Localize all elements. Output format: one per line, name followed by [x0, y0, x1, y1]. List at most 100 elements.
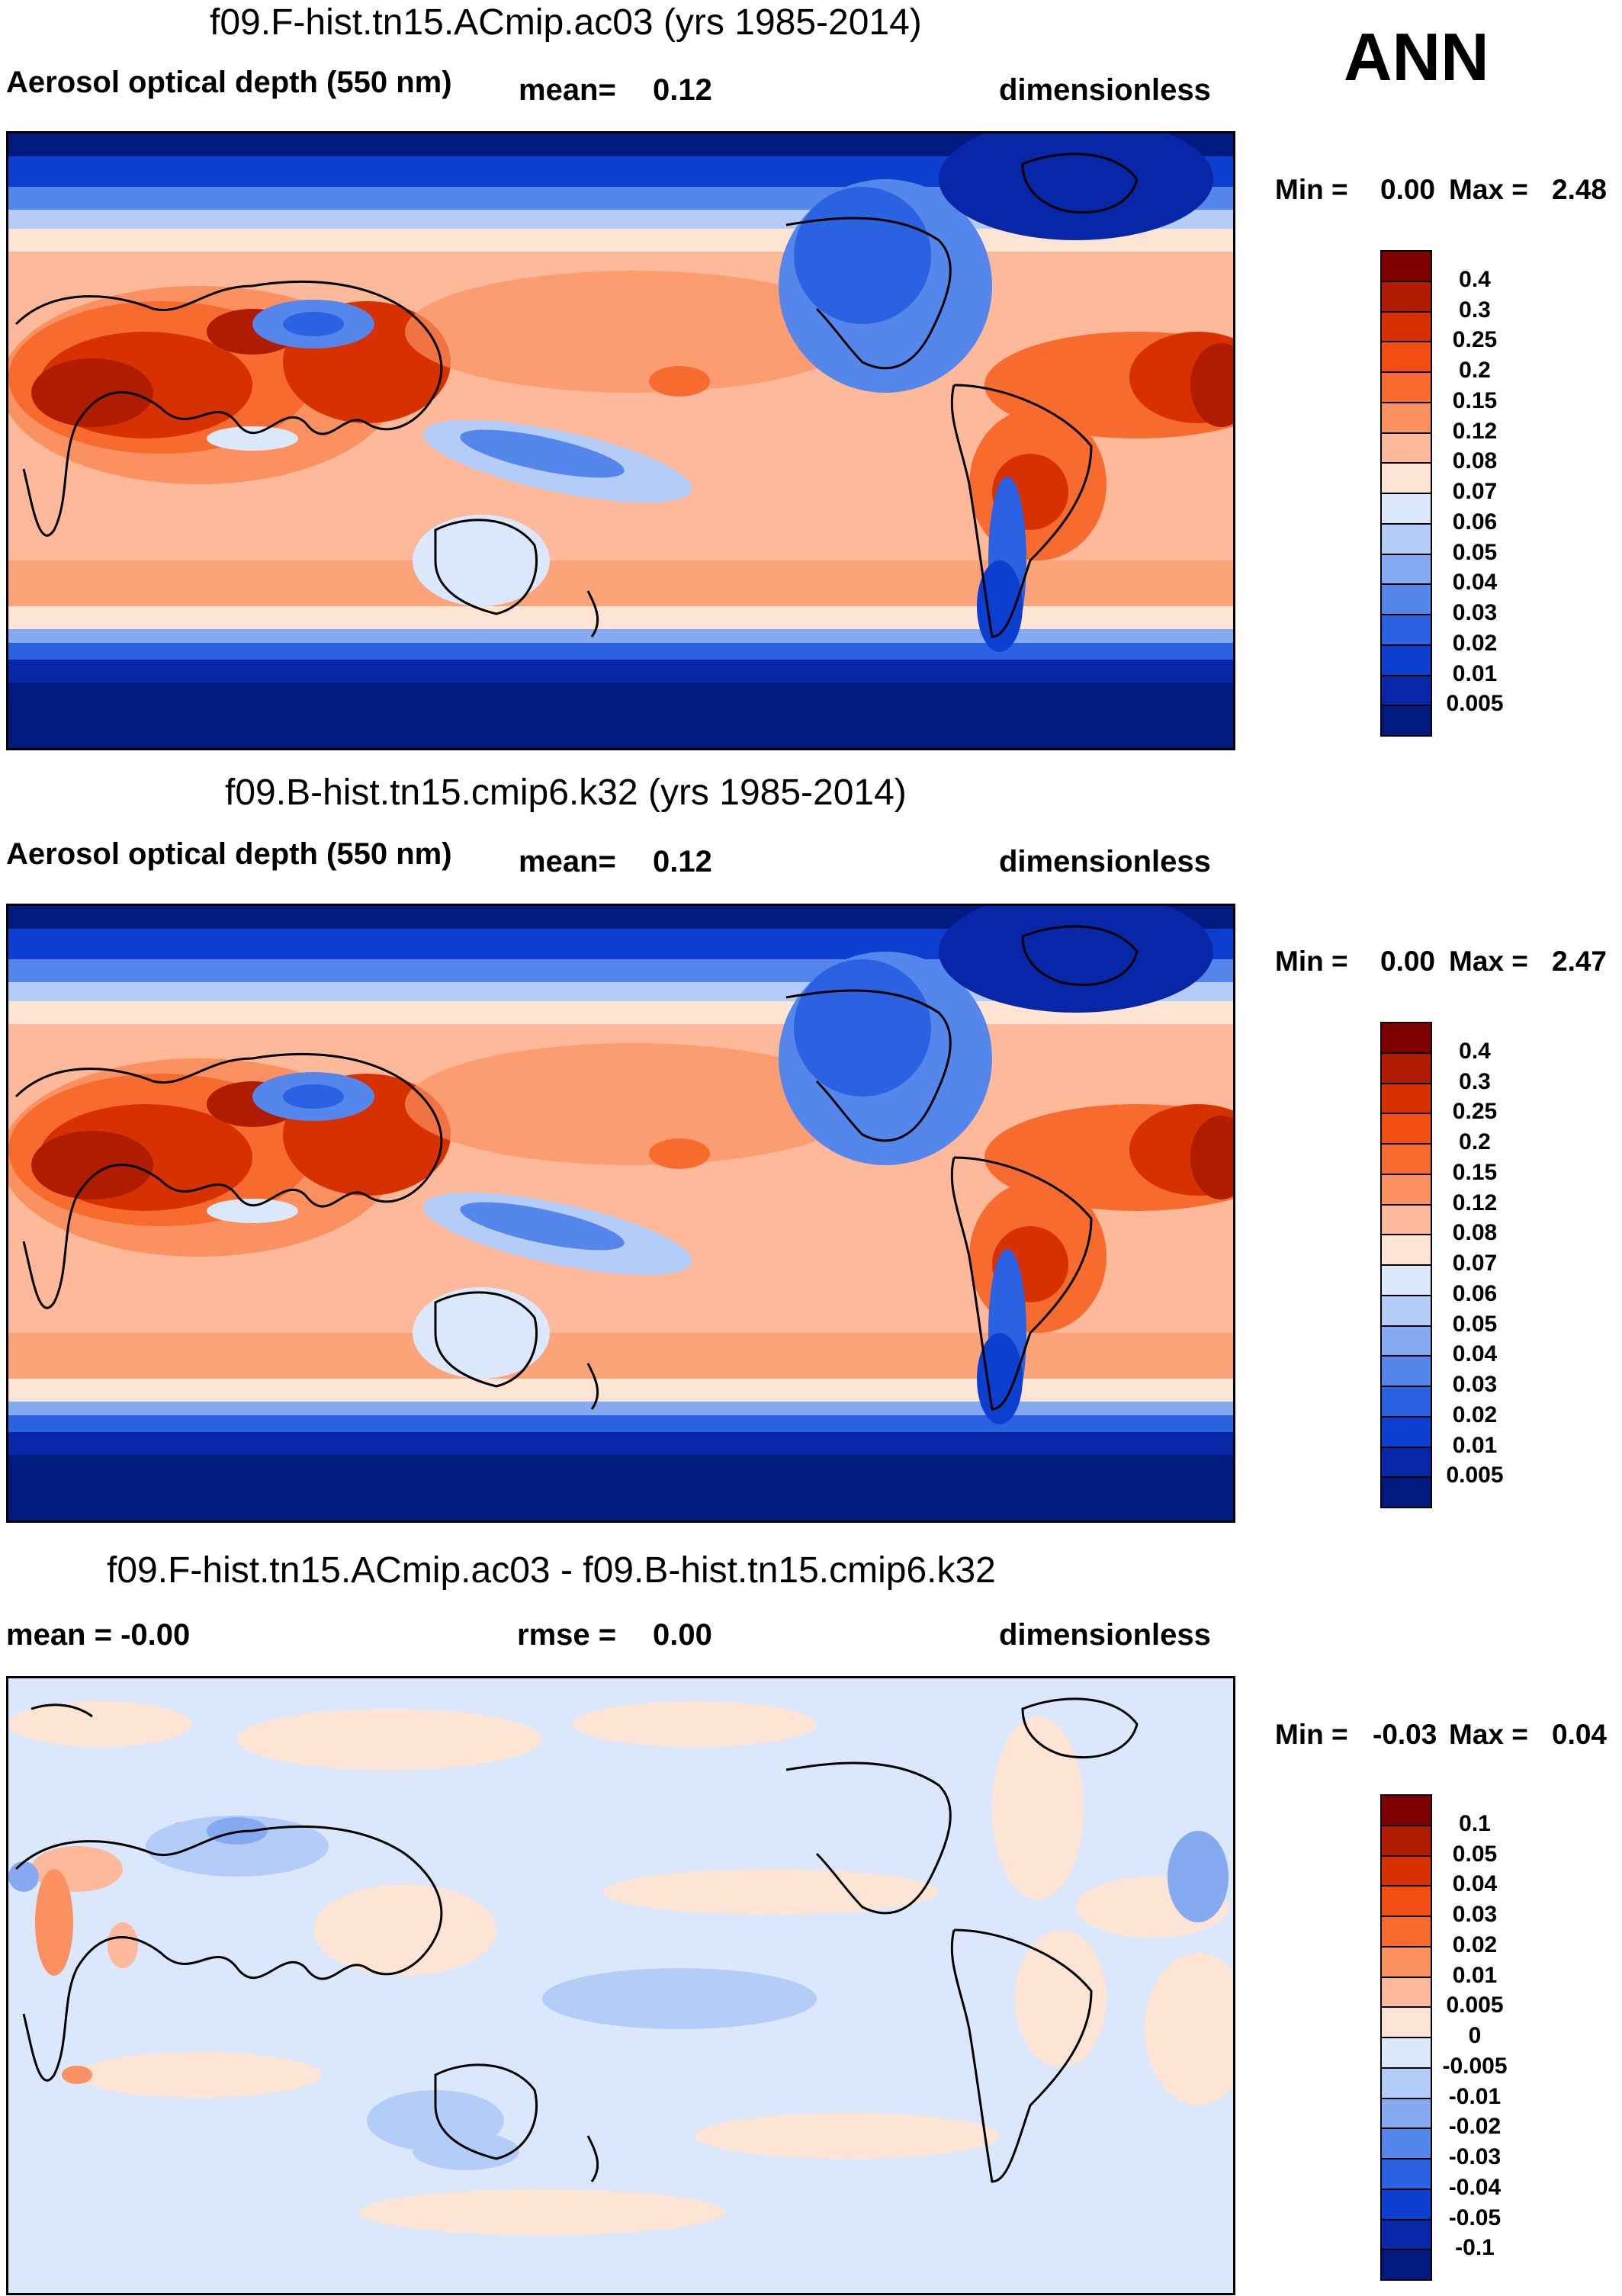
colorbar-tick-label: 0.005 — [1446, 1993, 1504, 2018]
colorbar-swatch — [1380, 1234, 1432, 1266]
colorbar-tick-label: -0.04 — [1448, 2174, 1502, 2200]
colorbar-tick-label: 0.04 — [1452, 570, 1498, 596]
colorbar-tick-label: -0.03 — [1448, 2144, 1502, 2169]
colorbar-tick-label: 0.07 — [1452, 479, 1498, 504]
panel-2-map — [6, 904, 1235, 1523]
colorbar-swatch — [1380, 341, 1432, 373]
colorbar-swatch — [1380, 705, 1432, 737]
colorbar-swatch — [1380, 1082, 1432, 1115]
colorbar-tick-label: 0.3 — [1459, 297, 1491, 323]
panel-1-title: f09.F-hist.tn15.ACmip.ac03 (yrs 1985-201… — [210, 2, 922, 43]
panel-2-min-value: 0.00 — [1380, 946, 1436, 977]
colorbar-swatch — [1380, 2249, 1432, 2281]
colorbar-tick-label: 0.15 — [1452, 1159, 1498, 1185]
panel-1-units: dimensionless — [999, 73, 1211, 107]
colorbar-tick-label: 0.2 — [1459, 358, 1491, 383]
panel-1-mean-label: mean= — [519, 73, 616, 107]
colorbar-tick-label: 0 — [1468, 2023, 1482, 2048]
panel-3-mean-label: mean = -0.00 — [6, 1618, 191, 1652]
colorbar-swatch — [1380, 2037, 1432, 2069]
panel-2-map-field — [8, 906, 1233, 1520]
panel-2-max-label: Max = — [1449, 946, 1528, 977]
panel-3-rmse-value: 0.00 — [653, 1618, 712, 1652]
colorbar-swatch — [1380, 1915, 1432, 1948]
colorbar-tick-label: -0.05 — [1448, 2204, 1502, 2230]
colorbar-swatch — [1380, 462, 1432, 494]
colorbar-tick-label: 0.04 — [1452, 1871, 1498, 1897]
colorbar-tick-label: 0.03 — [1452, 1902, 1498, 1927]
colorbar-swatch — [1380, 1976, 1432, 2009]
panel-2-colorbar: 0.4 0.3 0.25 0.2 0.15 0.12 0.08 0.07 0.06 0.05 0.0… — [1380, 1022, 1504, 1508]
colorbar-swatch — [1380, 2097, 1432, 2130]
panel-3-map — [6, 1676, 1235, 2295]
colorbar-swatch — [1380, 2066, 1432, 2099]
season-label: ANN — [1344, 19, 1489, 95]
colorbar-tick-label: -0.01 — [1448, 2083, 1502, 2109]
panel-3-min-value: -0.03 — [1373, 1719, 1437, 1750]
colorbar-tick-label: 0.03 — [1452, 600, 1498, 625]
colorbar-swatch — [1380, 310, 1432, 343]
colorbar-swatch — [1380, 1476, 1432, 1508]
colorbar-tick-label: 0.01 — [1452, 1962, 1498, 1988]
colorbar-tick-label: 0.25 — [1452, 1099, 1498, 1125]
colorbar-swatch — [1380, 432, 1432, 464]
colorbar-swatch — [1380, 280, 1432, 313]
colorbar-swatch — [1380, 1446, 1432, 1479]
colorbar-swatch — [1380, 1885, 1432, 1917]
colorbar-swatch — [1380, 1022, 1432, 1054]
panel-2-variable-label: Aerosol optical depth (550 nm) — [6, 837, 452, 871]
colorbar-swatch — [1380, 1264, 1432, 1296]
panel-1-map — [6, 131, 1235, 750]
colorbar-tick-label: 0.05 — [1452, 539, 1498, 565]
colorbar-swatch — [1380, 1854, 1432, 1887]
panel-3-units: dimensionless — [999, 1618, 1211, 1652]
panel-3-title: f09.F-hist.tn15.ACmip.ac03 - f09.B-hist.… — [107, 1550, 996, 1591]
colorbar-swatch — [1380, 2188, 1432, 2221]
colorbar-swatch — [1380, 583, 1432, 615]
colorbar-swatch — [1380, 2218, 1432, 2251]
colorbar-tick-label: 0.08 — [1452, 1220, 1498, 1246]
colorbar-tick-label: 0.12 — [1452, 418, 1498, 444]
colorbar-swatch — [1380, 493, 1432, 525]
colorbar-swatch — [1380, 371, 1432, 403]
colorbar-swatch — [1380, 553, 1432, 586]
colorbar-swatch — [1380, 2127, 1432, 2160]
colorbar-swatch — [1380, 1824, 1432, 1857]
colorbar-tick-label: -0.02 — [1448, 2114, 1502, 2140]
colorbar-swatch — [1380, 674, 1432, 707]
colorbar-swatch — [1380, 1325, 1432, 1357]
colorbar-tick-label: 0.12 — [1452, 1190, 1498, 1215]
colorbar-tick-label: 0.03 — [1452, 1372, 1498, 1397]
panel-3-map-field — [8, 1678, 1233, 2293]
colorbar-tick-label: 0.05 — [1452, 1311, 1498, 1337]
panel-2-mean-label: mean= — [519, 845, 616, 878]
colorbar-tick-label: 0.07 — [1452, 1251, 1498, 1276]
colorbar-tick-label: 0.05 — [1452, 1841, 1498, 1867]
colorbar-swatch — [1380, 1945, 1432, 1978]
colorbar-swatch — [1380, 2158, 1432, 2190]
panel-3-colorbar: 0.1 0.05 0.04 0.03 0.02 0.01 0.005 0 -0.005 -0.01… — [1380, 1794, 1508, 2281]
colorbar-swatch — [1380, 1386, 1432, 1418]
panel-1-colorbar: 0.4 0.3 0.25 0.2 0.15 0.12 0.08 0.07 0.06 0.05 0.0… — [1380, 250, 1504, 737]
colorbar-swatch — [1380, 1143, 1432, 1175]
colorbar-swatch — [1380, 1415, 1432, 1448]
panel-1-min-value: 0.00 — [1380, 174, 1436, 205]
panel-2-title: f09.B-hist.tn15.cmip6.k32 (yrs 1985-2014… — [225, 772, 907, 813]
colorbar-tick-label: 0.06 — [1452, 1280, 1498, 1306]
panel-2-min-label: Min = — [1275, 946, 1348, 977]
colorbar-tick-label: 0.25 — [1452, 327, 1498, 353]
colorbar-tick-label: -0.005 — [1442, 2053, 1508, 2079]
colorbar-swatch — [1380, 250, 1432, 282]
colorbar-swatch — [1380, 1173, 1432, 1206]
colorbar-swatch — [1380, 401, 1432, 434]
colorbar-tick-label: 0.02 — [1452, 1932, 1498, 1957]
colorbar-tick-label: 0.01 — [1452, 660, 1498, 686]
colorbar-tick-label: 0.02 — [1452, 1402, 1498, 1427]
colorbar-tick-label: 0.01 — [1452, 1432, 1498, 1458]
panel-2-units: dimensionless — [999, 845, 1211, 878]
panel-3-max-label: Max = — [1449, 1719, 1528, 1750]
panel-1-max-label: Max = — [1449, 174, 1528, 205]
panel-1-variable-label: Aerosol optical depth (550 nm) — [6, 66, 452, 99]
panel-3-rmse-label: rmse = — [517, 1618, 617, 1652]
colorbar-tick-label: 0.1 — [1459, 1810, 1491, 1836]
